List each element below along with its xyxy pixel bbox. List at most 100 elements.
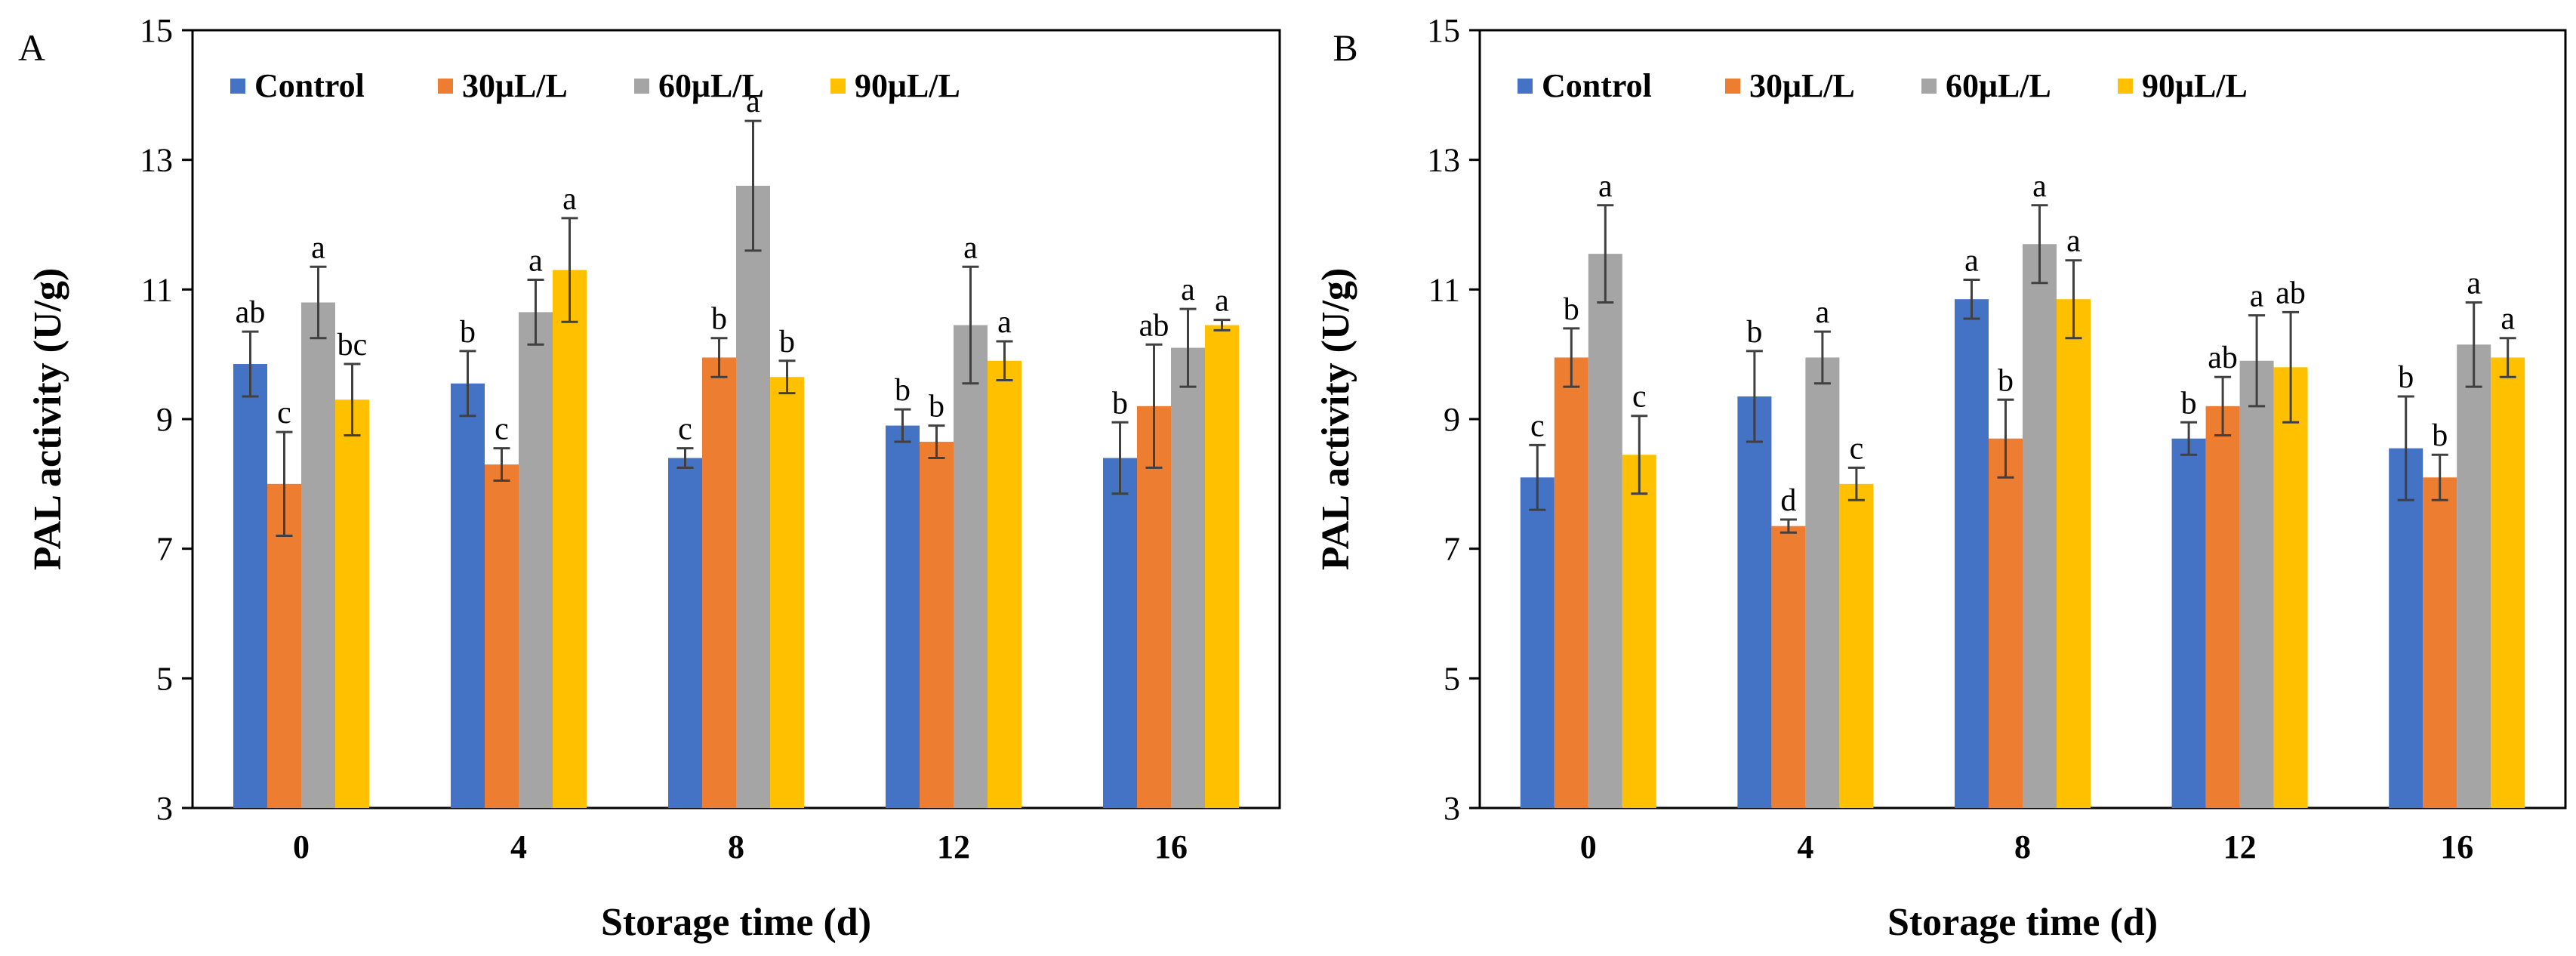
significance-letter: a	[2250, 279, 2264, 314]
bar	[988, 360, 1021, 808]
significance-letter: a	[997, 305, 1012, 340]
bar	[2057, 299, 2091, 808]
significance-letter: a	[1181, 273, 1195, 307]
legend: Control 30μL/L 60μL/L 90μL/L	[1518, 67, 2248, 104]
significance-letter: b	[2432, 418, 2448, 453]
legend-label: 30μL/L	[462, 67, 568, 104]
bar	[954, 325, 988, 809]
x-tick-label: 12	[2223, 828, 2257, 865]
bar	[2205, 406, 2240, 808]
x-tick-label: 4	[510, 828, 527, 865]
bar	[1737, 396, 1772, 808]
legend-label: 60μL/L	[1946, 67, 2051, 104]
significance-letter: b	[2181, 386, 2197, 421]
y-axis-title: PAL activity (U/g)	[1314, 268, 1357, 571]
significance-letter: a	[746, 85, 760, 119]
y-axis-title: PAL activity (U/g)	[26, 268, 69, 571]
legend-label: 30μL/L	[1749, 67, 1855, 104]
bar	[1839, 483, 1874, 808]
significance-letter: a	[528, 243, 543, 278]
significance-letter: c	[678, 412, 692, 447]
significance-letter: ab	[236, 295, 266, 330]
bar	[519, 312, 553, 808]
significance-letter: a	[1598, 169, 1613, 204]
bar	[1171, 347, 1205, 808]
significance-letter: bc	[337, 328, 368, 362]
legend-swatch	[1725, 79, 1740, 94]
legend-label: Control	[254, 67, 365, 104]
significance-letter: a	[2032, 169, 2047, 204]
y-tick-label: 3	[156, 790, 173, 827]
x-tick-label: 0	[293, 828, 310, 865]
significance-letter: c	[1632, 380, 1647, 415]
bar	[1622, 455, 1656, 808]
significance-letter: b	[929, 390, 944, 424]
significance-letter: b	[711, 302, 727, 337]
x-tick-label: 12	[937, 828, 970, 865]
bar	[702, 357, 736, 808]
significance-letter: b	[895, 373, 911, 408]
significance-letter: b	[460, 315, 476, 350]
bar	[1554, 357, 1588, 808]
significance-letter: a	[2501, 302, 2515, 337]
y-tick-label: 3	[1444, 790, 1460, 827]
bar	[1588, 254, 1622, 808]
significance-letter: a	[1816, 295, 1830, 330]
y-tick-label: 9	[156, 401, 173, 438]
y-tick-label: 7	[1444, 531, 1460, 568]
bar	[2457, 344, 2491, 809]
x-tick-label: 8	[728, 828, 744, 865]
legend: Control 30μL/L 60μL/L 90μL/L	[230, 67, 960, 104]
y-tick-label: 13	[140, 142, 173, 179]
bar	[301, 302, 335, 808]
y-tick-label: 15	[1427, 12, 1460, 49]
bar	[1520, 477, 1555, 808]
bar	[553, 270, 587, 808]
bar	[451, 383, 485, 809]
significance-letter: d	[1780, 483, 1796, 518]
significance-letter: b	[1998, 363, 2014, 398]
bar	[2239, 360, 2274, 808]
bar	[2491, 357, 2525, 808]
bar	[2389, 448, 2423, 808]
y-tick-label: 15	[140, 12, 173, 49]
x-tick-label: 0	[1580, 828, 1597, 865]
panel-letter: A	[18, 26, 45, 69]
significance-letter: a	[1215, 284, 1229, 319]
legend-swatch	[634, 79, 649, 94]
legend-label: 90μL/L	[855, 67, 960, 104]
y-tick-label: 13	[1427, 142, 1460, 179]
bar	[2423, 477, 2457, 808]
significance-letter: a	[2066, 224, 2081, 259]
y-tick-label: 5	[156, 660, 173, 697]
significance-letter: b	[2398, 360, 2414, 395]
significance-letter: b	[1112, 386, 1128, 421]
bar	[1205, 325, 1239, 809]
bar	[770, 377, 804, 808]
significance-letter: b	[779, 325, 795, 359]
significance-letter: b	[1746, 315, 1762, 350]
significance-letter: c	[277, 396, 291, 430]
significance-letter: ab	[2208, 341, 2238, 375]
bar	[267, 483, 301, 808]
x-tick-label: 16	[2440, 828, 2473, 865]
bar	[1805, 357, 1840, 808]
legend-label: Control	[1542, 67, 1652, 104]
significance-letter: a	[1964, 243, 1979, 278]
bar	[886, 425, 920, 808]
bar	[1955, 299, 1989, 808]
bar	[1989, 438, 2023, 808]
bar	[736, 186, 770, 808]
bar	[485, 464, 519, 808]
panel-letter: B	[1333, 26, 1357, 69]
significance-letter: a	[562, 182, 577, 217]
legend-swatch	[1518, 79, 1533, 94]
y-tick-label: 7	[156, 531, 173, 568]
x-axis-title: Storage time (d)	[1887, 901, 2158, 944]
x-tick-label: 8	[2014, 828, 2031, 865]
x-axis-title: Storage time (d)	[601, 901, 871, 944]
bar	[335, 399, 369, 808]
